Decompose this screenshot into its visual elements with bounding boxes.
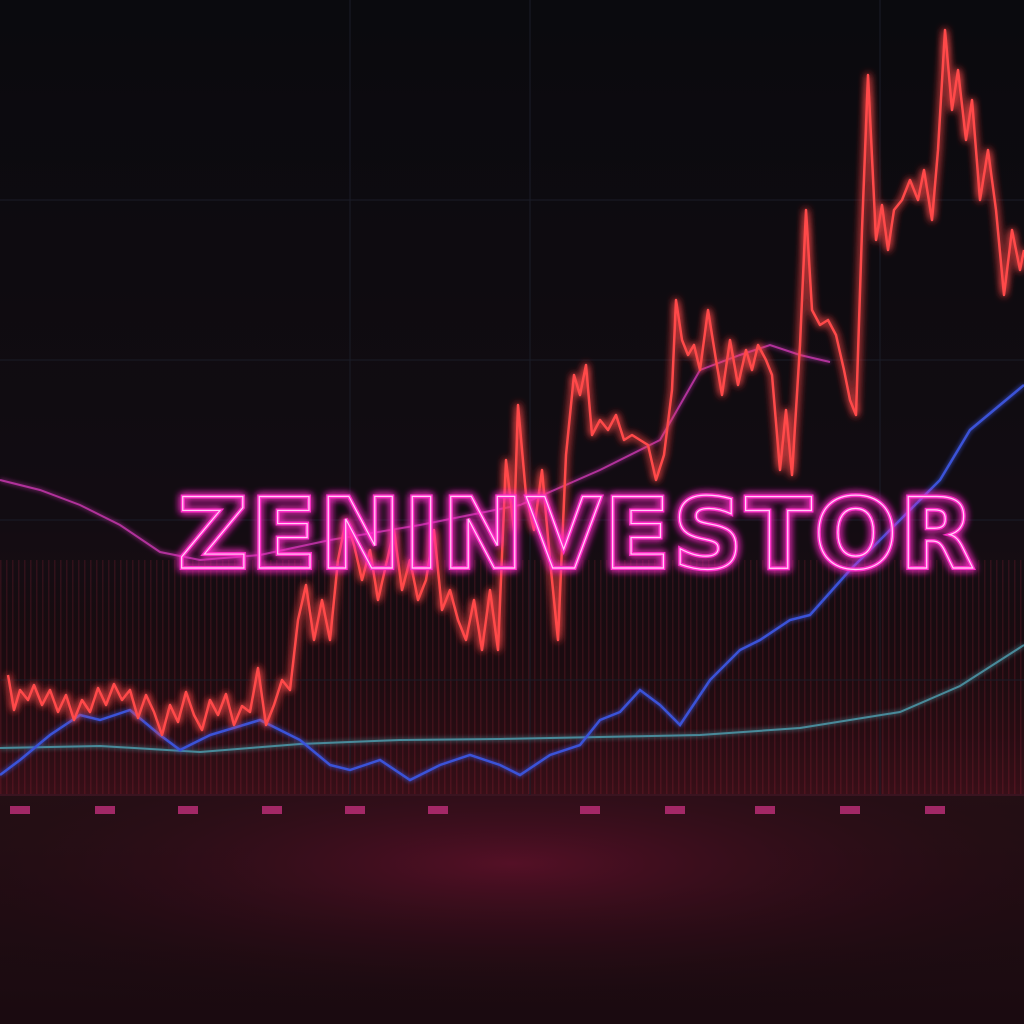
teal-line	[0, 644, 1024, 754]
floor-reflection	[0, 795, 1024, 1024]
brand-title: ZENINVESTOR	[177, 478, 977, 592]
brand-title-core: ZENINVESTOR	[177, 478, 977, 592]
volume-stripes	[0, 560, 1024, 795]
purple-line	[0, 343, 831, 562]
grid	[0, 0, 1024, 795]
axis-label-blurs	[10, 806, 945, 814]
red-line	[6, 28, 1024, 737]
blue-line	[0, 384, 1024, 782]
